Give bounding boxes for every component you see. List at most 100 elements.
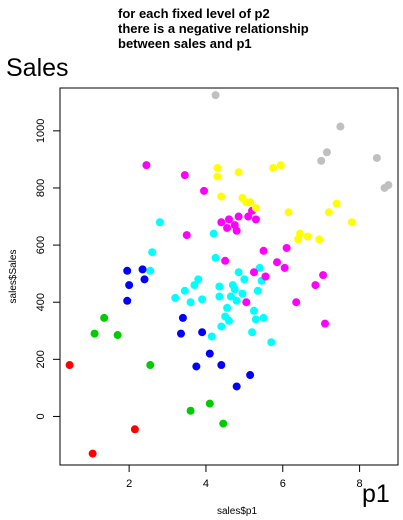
data-point-s3-12 [217,322,226,331]
x-tick-label-8: 8 [357,478,363,490]
data-point-s5-14 [315,235,324,244]
data-point-s5-0 [213,163,222,172]
y-big-label: Sales [6,54,69,82]
data-point-s4-16 [261,272,270,281]
data-point-s6-6 [384,181,393,190]
data-point-s2-6 [176,329,185,338]
data-point-s3-16 [226,292,235,301]
data-point-s3-32 [238,289,247,298]
data-point-s4-11 [244,212,253,221]
x-tick-label-4: 4 [203,478,209,490]
data-point-s4-24 [242,298,251,307]
points-layer [65,91,393,458]
data-point-s5-12 [296,229,305,238]
data-point-s4-4 [217,218,226,227]
data-point-s5-1 [213,172,222,181]
data-point-s3-21 [240,275,249,284]
x-tick-label-2: 2 [126,478,132,490]
data-point-s6-3 [336,122,345,131]
data-point-s1-5 [205,399,214,408]
data-point-s5-7 [251,203,260,212]
data-point-s5-2 [217,192,226,201]
data-point-s3-28 [259,313,268,322]
data-point-s3-7 [194,275,203,284]
data-point-s0-1 [88,449,97,458]
data-point-s1-1 [100,313,109,322]
data-point-s2-4 [140,275,149,284]
y-axis-label: sales$Sales [8,250,19,304]
data-point-s5-8 [269,163,278,172]
data-point-s4-19 [282,243,291,252]
data-point-s0-2 [130,425,139,434]
annotation-line-1: for each fixed level of p2 [118,6,270,21]
y-tick-label-800: 800 [35,179,47,197]
x-tick-label-6: 6 [280,478,286,490]
y-tick-label-0: 0 [35,413,47,419]
data-point-s2-9 [205,349,214,358]
data-point-s3-31 [215,292,224,301]
data-point-s4-2 [182,231,191,240]
data-point-s4-13 [249,268,258,277]
data-point-s3-3 [171,293,180,302]
data-point-s4-23 [321,319,330,328]
y-tick-label-400: 400 [35,293,47,311]
data-point-s3-26 [255,263,264,272]
axes-layer: 2 4 6 8 0 200 400 600 800 1000 sales$p1 sales$Sales [8,87,399,517]
data-point-s2-0 [123,266,132,275]
data-point-s3-0 [146,266,155,275]
data-point-s1-0 [90,329,99,338]
data-point-s3-18 [230,285,239,294]
annotation-line-2: there is a negative relationship [118,21,309,36]
data-point-s1-6 [219,419,228,428]
data-point-s3-29 [267,338,276,347]
data-point-s4-3 [200,186,209,195]
data-point-s5-9 [276,161,285,170]
data-point-s4-22 [319,271,328,280]
data-point-s3-1 [148,248,157,257]
y-tick-label-600: 600 [35,236,47,254]
data-point-s4-1 [180,171,189,180]
data-point-s3-6 [190,281,199,290]
data-point-s2-8 [198,328,207,337]
data-point-s6-0 [211,91,220,100]
data-point-s4-20 [292,298,301,307]
data-point-s6-4 [372,153,381,162]
data-point-s4-21 [311,281,320,290]
data-point-s4-0 [142,161,151,170]
data-point-s5-10 [284,208,293,217]
data-point-s1-4 [186,406,195,415]
data-point-s6-2 [322,148,331,157]
data-point-s5-3 [234,168,243,177]
data-point-s3-24 [251,315,260,324]
annotation-text: for each fixed level of p2 there is a ne… [118,6,309,51]
data-point-s3-9 [209,229,218,238]
data-point-s3-22 [248,328,257,337]
data-point-s3-14 [225,316,233,325]
data-point-s3-30 [207,332,216,341]
data-point-s4-15 [259,246,268,255]
data-point-s5-6 [246,198,255,207]
data-point-s4-6 [223,223,232,232]
data-point-s3-20 [234,268,243,277]
data-point-s2-2 [123,296,132,305]
data-point-s5-13 [303,232,312,241]
data-point-s3-8 [198,295,207,304]
data-point-s5-16 [332,199,341,208]
data-point-s2-11 [232,382,241,391]
data-point-s0-0 [65,361,74,370]
data-point-s2-7 [192,362,201,371]
data-point-s2-5 [178,313,187,322]
data-point-s4-9 [232,226,241,235]
data-point-s4-7 [225,215,233,224]
annotation-line-3: between sales and p1 [118,36,252,51]
data-point-s3-4 [180,286,189,295]
data-point-s2-12 [246,371,255,380]
x-axis-label: sales$p1 [217,506,257,517]
data-point-s2-1 [125,281,134,290]
data-point-s3-10 [211,253,220,262]
data-point-s3-23 [249,306,258,315]
data-point-s1-3 [146,361,155,370]
data-point-s5-15 [324,208,333,217]
